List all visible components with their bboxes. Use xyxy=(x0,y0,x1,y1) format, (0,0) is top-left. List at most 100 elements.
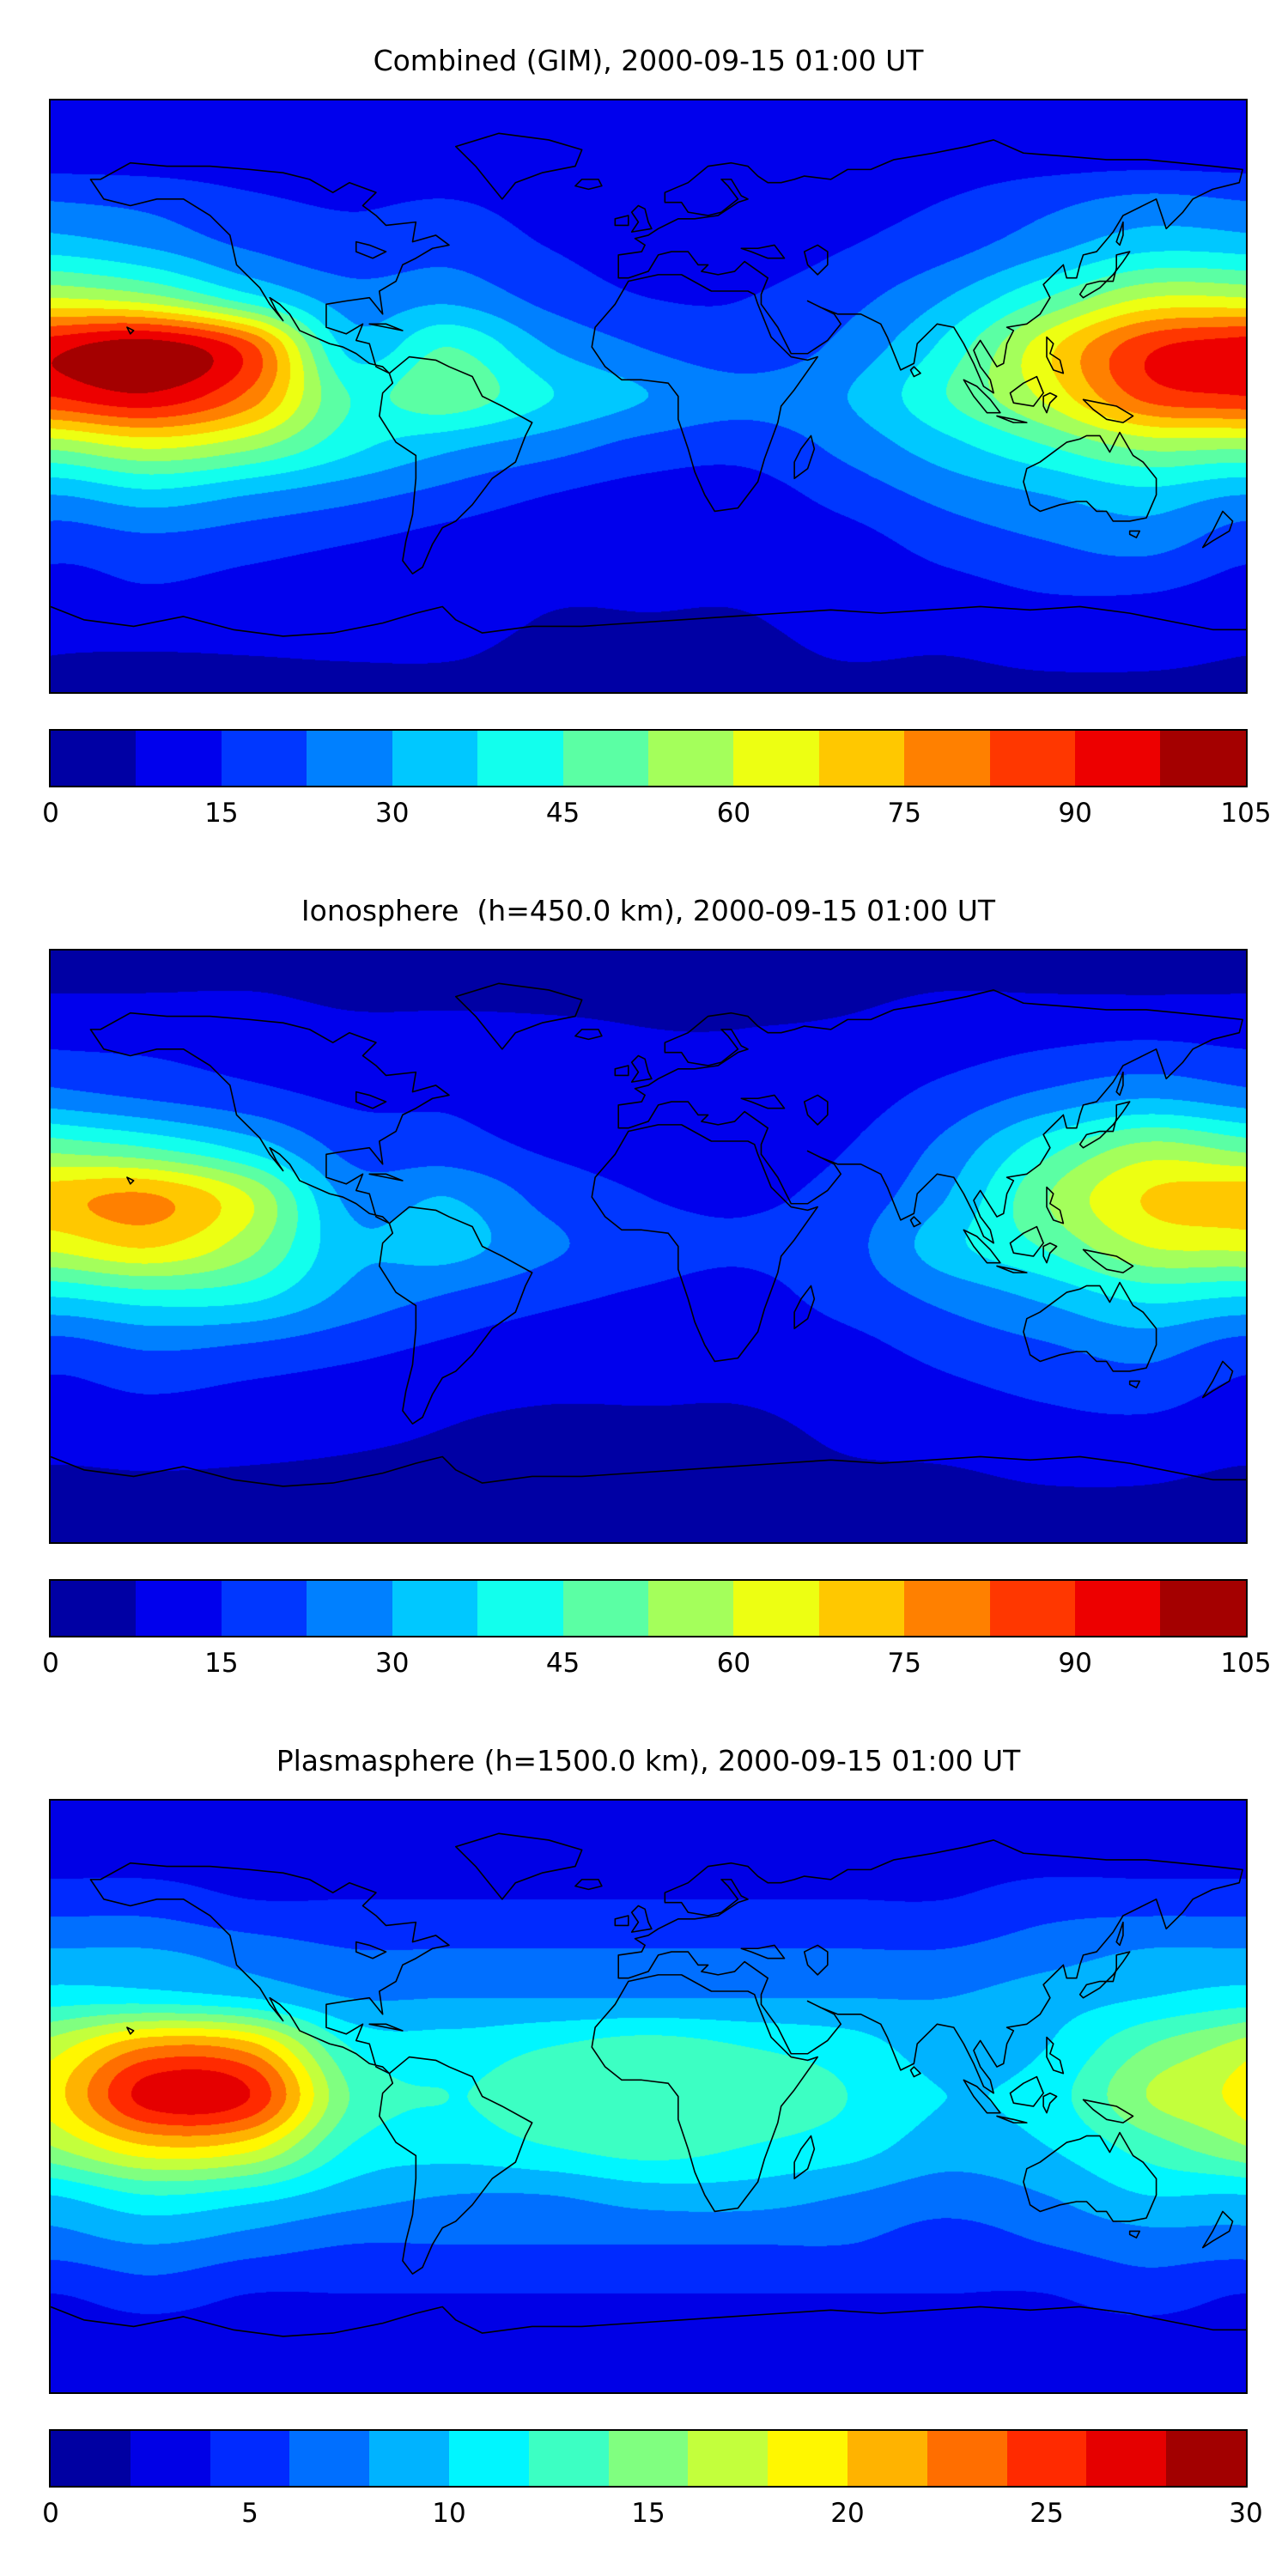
coastline-path xyxy=(1047,2038,1063,2074)
colorbar-segment xyxy=(392,731,478,786)
colorbar-segment xyxy=(1160,731,1246,786)
coastline-path xyxy=(615,216,628,225)
colorbar-segment xyxy=(733,731,819,786)
colorbar-segment xyxy=(51,2431,131,2486)
colorbar-segment xyxy=(768,2431,848,2486)
coastline-path xyxy=(127,2027,134,2034)
coastline-path xyxy=(1116,1072,1123,1096)
colorbar-tick-label: 105 xyxy=(1220,1648,1272,1679)
coastline-path xyxy=(1047,337,1063,374)
coastline-path xyxy=(1130,1381,1140,1388)
coastline-path xyxy=(963,380,1000,412)
combined-heatmap-canvas xyxy=(51,100,1246,692)
coastline-path xyxy=(1024,2133,1157,2221)
coastline-path xyxy=(369,324,403,331)
colorbar-segment xyxy=(448,2431,529,2486)
colorbar-segment xyxy=(733,1581,819,1636)
coastline-path xyxy=(1043,1243,1056,1263)
coastline-path xyxy=(1203,1361,1233,1397)
coastline-path xyxy=(1043,393,1056,413)
coastline-path xyxy=(632,205,652,232)
coastline-path xyxy=(997,2116,1027,2123)
colorbar-tick-label: 15 xyxy=(631,2498,665,2529)
coastline-path xyxy=(90,1013,449,1224)
coastline-path xyxy=(741,245,784,258)
colorbar-segment xyxy=(136,1581,222,1636)
colorbar-tick-label: 60 xyxy=(716,1648,751,1679)
coastline-path xyxy=(592,1125,817,1362)
combined-colorbar-ticks: 0 15 30 45 60 75 90 105 xyxy=(42,796,1271,834)
colorbar-segment xyxy=(904,1581,990,1636)
coastline-path xyxy=(805,1095,828,1124)
colorbar-tick-label: 15 xyxy=(204,1648,239,1679)
coastline-path xyxy=(1084,399,1133,422)
coastline-path xyxy=(1116,222,1123,246)
plasmasphere-heatmap-canvas xyxy=(51,1801,1246,2392)
panel-combined-gim: Combined (GIM), 2000-09-15 01:00 UT 0 15 3… xyxy=(0,0,1288,834)
panel-plasmasphere: Plasmasphere (h=1500.0 km), 2000-09-15 0… xyxy=(0,1684,1288,2534)
colorbar-segment xyxy=(1086,2431,1167,2486)
coastline-path xyxy=(618,990,1242,1243)
coastline-path xyxy=(1080,1102,1130,1148)
colorbar-tick-label: 5 xyxy=(241,2498,258,2529)
coastline-path xyxy=(90,163,449,374)
colorbar-segment xyxy=(1166,2431,1246,2486)
combined-colorbar xyxy=(49,729,1248,787)
colorbar-segment xyxy=(210,2431,290,2486)
coastline-path xyxy=(1080,1952,1130,1998)
coastline-path xyxy=(1010,2077,1043,2106)
colorbar-tick-label: 75 xyxy=(887,798,922,829)
coastline-path xyxy=(741,1945,784,1958)
coastline-path xyxy=(127,327,134,334)
coastline-path xyxy=(910,2067,920,2076)
colorbar-tick-label: 90 xyxy=(1058,798,1092,829)
plasmasphere-map xyxy=(49,1799,1248,2394)
colorbar-segment xyxy=(647,731,734,786)
coastline-path xyxy=(356,242,386,258)
coastlines-overlay xyxy=(51,100,1246,692)
combined-map xyxy=(49,99,1248,694)
colorbar-segment xyxy=(989,1581,1076,1636)
colorbar-segment xyxy=(51,731,137,786)
coastline-path xyxy=(575,1030,602,1039)
colorbar-segment xyxy=(688,2431,769,2486)
ionosphere-map xyxy=(49,949,1248,1544)
coastline-path xyxy=(456,1833,582,1899)
colorbar-segment xyxy=(130,2431,210,2486)
colorbar-segment xyxy=(562,1581,648,1636)
plasmasphere-colorbar-ticks: 0 5 10 15 20 25 30 xyxy=(42,2496,1263,2534)
panel-ionosphere: Ionosphere (h=450.0 km), 2000-09-15 01:0… xyxy=(0,834,1288,1684)
coastline-path xyxy=(51,2306,1246,2336)
coastline-path xyxy=(632,1055,652,1082)
coastline-path xyxy=(963,2080,1000,2112)
coastline-path xyxy=(1047,1188,1063,1224)
colorbar-segment xyxy=(369,2431,449,2486)
coastline-path xyxy=(369,2024,403,2031)
colorbar-tick-label: 10 xyxy=(432,2498,466,2529)
colorbar-tick-label: 20 xyxy=(830,2498,865,2529)
coastline-path xyxy=(356,1942,386,1959)
colorbar-segment xyxy=(289,2431,370,2486)
coastline-path xyxy=(794,1285,814,1328)
ionosphere-heatmap-canvas xyxy=(51,951,1246,1542)
colorbar-segment xyxy=(221,1581,307,1636)
colorbar-tick-label: 0 xyxy=(42,798,59,829)
colorbar-segment xyxy=(528,2431,609,2486)
coastline-path xyxy=(1010,1227,1043,1256)
coastline-path xyxy=(592,275,817,512)
coastline-path xyxy=(1203,2211,1233,2247)
colorbar-tick-label: 0 xyxy=(42,2498,59,2529)
coastline-path xyxy=(963,1230,1000,1262)
coastline-path xyxy=(575,1880,602,1889)
coastline-path xyxy=(794,2136,814,2178)
coastline-path xyxy=(380,2057,532,2275)
colorbar-segment xyxy=(1075,731,1161,786)
colorbar-segment xyxy=(847,2431,927,2486)
plasmasphere-colorbar xyxy=(49,2429,1248,2488)
colorbar-segment xyxy=(562,731,648,786)
coastline-path xyxy=(90,1863,449,2074)
coastline-path xyxy=(794,435,814,478)
coastline-path xyxy=(615,1066,628,1075)
colorbar-tick-label: 45 xyxy=(545,1648,580,1679)
colorbar-tick-label: 60 xyxy=(716,798,751,829)
